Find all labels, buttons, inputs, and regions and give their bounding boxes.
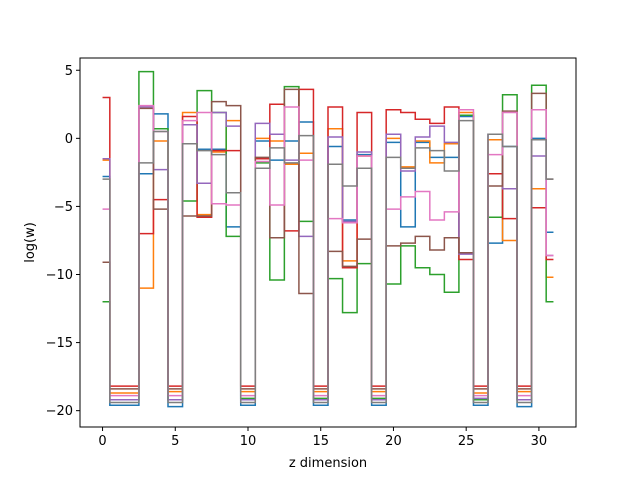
x-tick-label: 0 bbox=[98, 434, 106, 449]
x-tick-label: 25 bbox=[458, 434, 475, 449]
y-tick-label: −15 bbox=[46, 336, 73, 351]
series-line-8 bbox=[102, 119, 554, 404]
y-tick-label: −20 bbox=[46, 404, 73, 419]
x-tick-label: 15 bbox=[312, 434, 329, 449]
series-layer bbox=[102, 70, 554, 408]
x-tick-label: 10 bbox=[240, 434, 257, 449]
y-tick-label: −10 bbox=[46, 268, 73, 283]
x-tick-label: 5 bbox=[171, 434, 179, 449]
y-axis: −20 −15 −10 −5 0 5 bbox=[46, 64, 80, 419]
y-tick-label: 5 bbox=[65, 64, 73, 79]
y-tick-label: −5 bbox=[54, 200, 73, 215]
x-tick-label: 30 bbox=[531, 434, 548, 449]
plot-frame bbox=[79, 57, 577, 428]
y-tick-label: 0 bbox=[65, 132, 73, 147]
x-tick-label: 20 bbox=[385, 434, 402, 449]
x-axis: 0 5 10 15 20 25 30 bbox=[98, 427, 547, 449]
y-axis-label: log(w) bbox=[23, 222, 38, 263]
x-axis-label: z dimension bbox=[289, 456, 367, 471]
